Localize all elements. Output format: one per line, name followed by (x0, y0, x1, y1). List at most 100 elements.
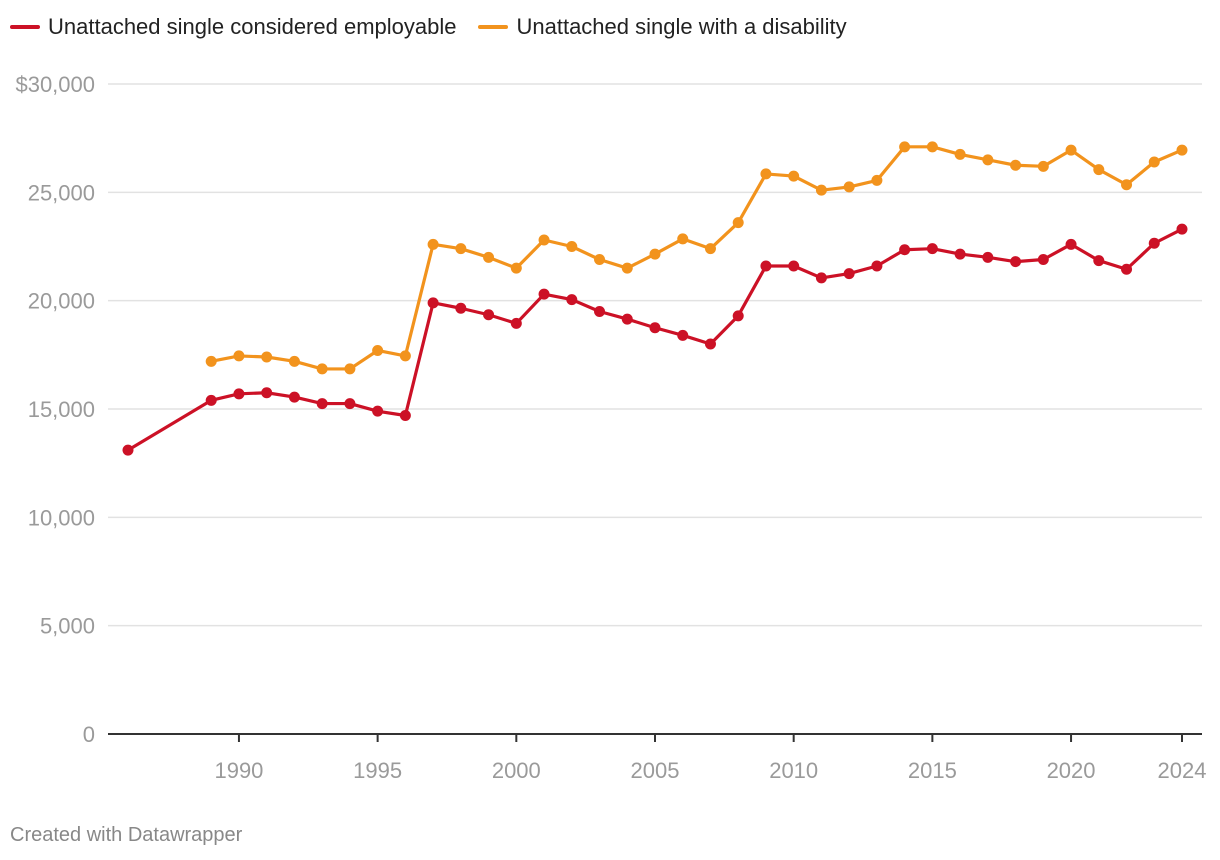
x-tick-label: 2015 (908, 758, 957, 783)
data-point-1[interactable] (566, 241, 578, 252)
data-point-0[interactable] (1176, 223, 1188, 235)
data-point-0[interactable] (982, 251, 994, 263)
data-point-0[interactable] (316, 398, 328, 410)
legend-swatch-disability (478, 25, 509, 29)
data-point-0[interactable] (899, 244, 911, 256)
data-point-1[interactable] (843, 181, 855, 193)
data-point-1[interactable] (1065, 144, 1077, 156)
legend-item-employable: Unattached single considered employable (10, 14, 456, 40)
data-point-0[interactable] (1037, 254, 1049, 265)
data-point-1[interactable] (1121, 179, 1133, 191)
x-tick-label: 2005 (631, 758, 680, 783)
data-point-1[interactable] (288, 355, 300, 367)
data-point-0[interactable] (399, 410, 411, 421)
data-point-0[interactable] (1010, 256, 1022, 268)
data-point-0[interactable] (427, 297, 439, 309)
data-point-0[interactable] (871, 260, 883, 272)
data-point-0[interactable] (704, 338, 716, 350)
data-point-1[interactable] (538, 234, 550, 246)
data-point-1[interactable] (594, 254, 606, 265)
data-point-1[interactable] (899, 141, 911, 153)
data-point-1[interactable] (926, 141, 938, 153)
data-point-0[interactable] (205, 394, 217, 406)
data-point-1[interactable] (205, 355, 217, 367)
data-point-1[interactable] (1148, 156, 1160, 168)
data-point-0[interactable] (372, 405, 384, 417)
data-point-1[interactable] (510, 262, 522, 274)
data-point-1[interactable] (261, 351, 273, 363)
data-point-0[interactable] (594, 306, 606, 317)
data-point-0[interactable] (621, 313, 633, 325)
legend-swatch-employable (10, 25, 40, 29)
data-point-0[interactable] (1093, 255, 1105, 267)
series-line-1 (209, 145, 1184, 371)
data-point-0[interactable] (815, 272, 827, 284)
data-point-1[interactable] (483, 251, 495, 263)
y-tick-label: 0 (83, 722, 95, 747)
data-point-0[interactable] (677, 329, 689, 341)
data-point-1[interactable] (649, 248, 661, 260)
legend-item-disability: Unattached single with a disability (478, 14, 847, 40)
data-point-1[interactable] (399, 350, 411, 362)
data-point-1[interactable] (704, 243, 716, 255)
x-tick-label: 1995 (353, 758, 402, 783)
y-tick-label: $30,000 (15, 72, 95, 97)
data-point-0[interactable] (122, 444, 134, 456)
data-point-1[interactable] (732, 217, 744, 229)
data-point-1[interactable] (760, 168, 772, 180)
y-tick-label: 5,000 (40, 614, 95, 639)
data-point-1[interactable] (815, 184, 827, 196)
data-point-0[interactable] (732, 310, 744, 322)
data-point-1[interactable] (1037, 160, 1049, 172)
x-tick-label: 1990 (214, 758, 263, 783)
data-point-1[interactable] (621, 262, 633, 274)
axis-layer: 0 5,000 10,000 15,000 20,000 25,000 $30,000 199… (15, 72, 1206, 783)
data-point-0[interactable] (788, 260, 800, 272)
data-point-0[interactable] (510, 317, 522, 329)
data-point-0[interactable] (1121, 263, 1133, 275)
data-point-1[interactable] (982, 154, 994, 166)
data-point-0[interactable] (843, 268, 855, 280)
data-point-0[interactable] (288, 391, 300, 403)
x-tick-label: 2010 (769, 758, 818, 783)
data-point-0[interactable] (566, 294, 578, 306)
series-line-0 (126, 227, 1184, 452)
data-point-1[interactable] (871, 174, 883, 186)
data-point-0[interactable] (649, 322, 661, 334)
x-tick-label: 2024 (1158, 758, 1207, 783)
data-point-0[interactable] (760, 260, 772, 272)
data-point-1[interactable] (233, 350, 245, 362)
data-point-0[interactable] (233, 388, 245, 400)
data-point-1[interactable] (372, 345, 384, 356)
data-point-0[interactable] (455, 302, 467, 314)
grid-layer (108, 83, 1202, 627)
data-point-0[interactable] (538, 288, 550, 300)
y-tick-label: 10,000 (28, 505, 95, 530)
data-point-0[interactable] (261, 387, 273, 399)
data-point-1[interactable] (1176, 144, 1188, 156)
legend-label-employable: Unattached single considered employable (48, 14, 457, 39)
series-layer (122, 141, 1188, 456)
data-point-1[interactable] (316, 363, 328, 375)
data-point-1[interactable] (1010, 159, 1022, 171)
data-point-1[interactable] (788, 170, 800, 182)
data-point-1[interactable] (427, 238, 439, 250)
data-point-1[interactable] (1093, 164, 1105, 176)
data-point-1[interactable] (954, 148, 966, 160)
legend-label-disability: Unattached single with a disability (516, 14, 847, 39)
data-point-1[interactable] (344, 363, 356, 375)
y-tick-label: 25,000 (28, 180, 95, 205)
data-point-1[interactable] (455, 243, 467, 255)
footer-credit: Created with Datawrapper (10, 824, 243, 846)
data-point-0[interactable] (344, 398, 356, 410)
data-point-0[interactable] (1148, 237, 1160, 249)
data-point-1[interactable] (677, 233, 689, 245)
data-point-0[interactable] (483, 309, 495, 321)
data-point-0[interactable] (954, 248, 966, 260)
legend: Unattached single considered employable … (10, 14, 847, 40)
x-tick-label: 2000 (492, 758, 541, 783)
data-point-0[interactable] (1065, 238, 1077, 250)
data-point-0[interactable] (926, 243, 938, 255)
x-tick-label: 2020 (1047, 758, 1096, 783)
